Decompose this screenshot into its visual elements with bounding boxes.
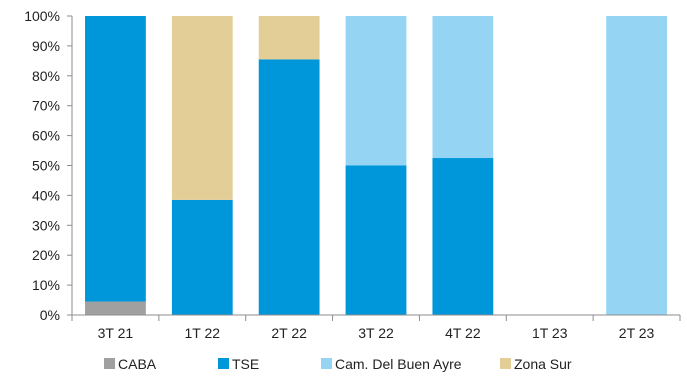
y-tick-label: 0% (40, 307, 60, 323)
y-tick-label: 10% (32, 277, 60, 293)
x-tick-label: 3T 22 (358, 325, 394, 341)
y-tick-label: 60% (32, 128, 60, 144)
bar-segment (171, 16, 233, 200)
legend-label: TSE (232, 356, 259, 372)
x-tick-label: 2T 22 (271, 325, 307, 341)
x-axis: 3T 21 1T 22 2T 22 3T 22 4T 22 1T 23 2T 23 (71, 314, 681, 341)
legend-swatch (218, 358, 229, 369)
bar-segment (432, 158, 494, 315)
y-tick-label: 80% (32, 68, 60, 84)
bar-segment (85, 16, 146, 302)
y-tick-label: 100% (24, 8, 60, 24)
legend-label: CABA (118, 356, 157, 372)
legend-swatch (321, 358, 332, 369)
bar-segment (345, 165, 407, 315)
y-tick-label: 40% (32, 187, 60, 203)
bar-segment (258, 59, 320, 316)
y-tick-label: 70% (32, 98, 60, 114)
x-tick-label: 2T 23 (619, 325, 655, 341)
x-tick-label: 3T 21 (98, 325, 134, 341)
x-tick-label: 4T 22 (445, 325, 481, 341)
bar-segment (432, 16, 494, 159)
legend-swatch (500, 358, 511, 369)
y-tick-label: 30% (32, 217, 60, 233)
legend-swatch (104, 358, 115, 369)
legend: CABA TSE Cam. Del Buen Ayre Zona Sur (104, 356, 572, 372)
bar-segment (606, 16, 667, 315)
y-axis: 0% 10% 20% 30% 40% 50% 60% 70% 80% 90% 100% (24, 8, 73, 323)
legend-label: Cam. Del Buen Ayre (335, 356, 462, 372)
y-tick-label: 20% (32, 247, 60, 263)
x-tick-label: 1T 23 (532, 325, 568, 341)
legend-label: Zona Sur (514, 356, 572, 372)
x-tick-label: 1T 22 (185, 325, 221, 341)
bar-segment (85, 301, 146, 315)
bar-segment (258, 16, 320, 60)
bar-segment (171, 199, 233, 315)
bars (85, 16, 667, 316)
bar-segment (345, 16, 407, 166)
y-tick-label: 90% (32, 38, 60, 54)
y-tick-label: 50% (32, 158, 60, 174)
